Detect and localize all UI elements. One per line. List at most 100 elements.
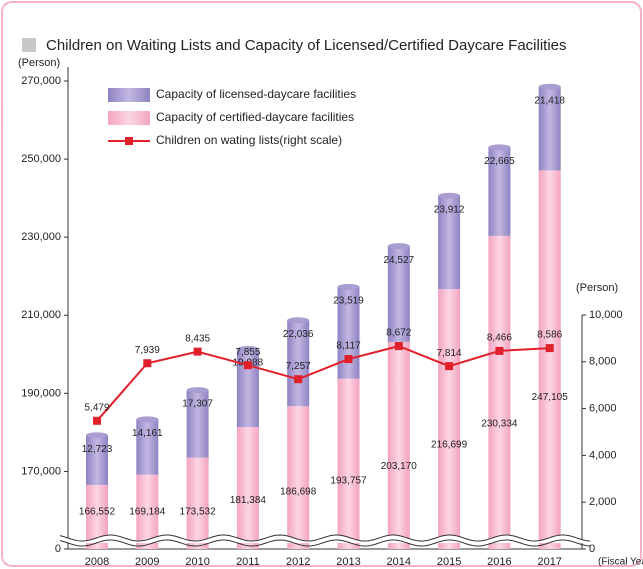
bar-value-label: 24,527 <box>384 255 415 266</box>
x-tick-label: 2010 <box>185 556 209 568</box>
y2-tick-label: 8,000 <box>589 356 617 368</box>
bar <box>287 406 310 549</box>
bar-value-label: 23,912 <box>434 204 465 215</box>
bar-value-label: 17,307 <box>182 399 213 410</box>
bar-cap <box>488 144 511 151</box>
bar-value-label: 21,418 <box>534 95 565 106</box>
bar-cap <box>387 243 410 250</box>
bar <box>488 235 511 549</box>
line-value-label: 7,939 <box>135 345 160 356</box>
bar-cap <box>538 83 561 90</box>
bar-value-label: 203,170 <box>381 461 418 472</box>
x-axis-label: (Fiscal Year) <box>598 557 643 568</box>
bar-value-label: 230,334 <box>481 418 518 429</box>
bar <box>387 341 410 549</box>
line-marker <box>93 416 101 425</box>
bar-cap <box>86 432 108 439</box>
y-tick-label: 230,000 <box>21 231 61 243</box>
y-tick-label: 170,000 <box>21 465 61 477</box>
bar <box>287 320 310 407</box>
bar-value-label: 166,552 <box>79 507 116 518</box>
y2-tick-label: 6,000 <box>589 403 617 415</box>
line-value-label: 7,855 <box>235 347 260 358</box>
y-tick-label: 0 <box>55 543 61 555</box>
line-value-label: 5,479 <box>84 402 109 413</box>
bar <box>538 86 561 171</box>
line-marker <box>243 361 252 370</box>
line-marker <box>545 344 554 353</box>
y-tick-label: 270,000 <box>21 75 61 87</box>
bar-value-label: 23,519 <box>333 295 364 306</box>
line-marker <box>344 355 353 364</box>
line-value-label: 8,435 <box>185 333 210 344</box>
legend-label: Capacity of certified-daycare facilities <box>156 110 354 124</box>
line-value-label: 8,466 <box>487 333 512 344</box>
bar <box>387 246 410 342</box>
bar <box>136 419 159 475</box>
y2-axis-label: (Person) <box>576 282 618 294</box>
bar <box>186 457 209 549</box>
y-tick-label: 210,000 <box>21 309 61 321</box>
y2-tick-label: 10,000 <box>589 309 623 321</box>
bar <box>438 195 461 290</box>
bar-value-label: 193,757 <box>330 476 367 487</box>
bar <box>136 474 159 549</box>
bar <box>186 390 209 458</box>
y-axis-label: (Person) <box>18 57 60 69</box>
line-marker <box>143 359 152 368</box>
bar-value-label: 22,665 <box>484 156 515 167</box>
bar-value-label: 186,698 <box>280 487 317 498</box>
y2-tick-label: 2,000 <box>589 496 617 508</box>
line-value-label: 8,586 <box>537 330 562 341</box>
bar-cap <box>136 416 159 423</box>
line-value-label: 7,814 <box>437 348 462 359</box>
line-value-label: 7,257 <box>286 361 311 372</box>
bar <box>337 286 360 379</box>
bar <box>538 170 561 549</box>
y-tick-label: 250,000 <box>21 153 61 165</box>
legend-label: Capacity of licensed-daycare facilities <box>156 87 356 101</box>
x-tick-label: 2011 <box>236 556 260 568</box>
y2-tick-label: 0 <box>589 543 595 555</box>
line-value-label: 8,672 <box>386 328 411 339</box>
y-tick-label: 190,000 <box>21 387 61 399</box>
line-marker <box>394 342 403 351</box>
line-marker <box>294 375 303 384</box>
bar <box>488 147 511 236</box>
line-value-label: 8,117 <box>336 341 361 352</box>
legend-swatch <box>125 137 133 145</box>
y2-tick-label: 4,000 <box>589 449 617 461</box>
bar-value-label: 22,036 <box>283 329 314 340</box>
x-tick-label: 2008 <box>85 556 109 568</box>
legend-swatch <box>108 111 150 125</box>
x-tick-label: 2016 <box>487 556 511 568</box>
bar-cap <box>287 317 310 324</box>
bar-value-label: 173,532 <box>180 507 217 518</box>
legend-label: Children on wating lists(right scale) <box>156 133 342 147</box>
bar <box>236 348 259 427</box>
bar-value-label: 216,699 <box>431 440 468 451</box>
axis-break-line <box>59 539 591 547</box>
x-tick-label: 2014 <box>387 556 411 568</box>
title-icon <box>22 38 36 52</box>
x-tick-label: 2012 <box>286 556 310 568</box>
line-marker <box>193 347 202 356</box>
bar <box>86 435 108 485</box>
bar-cap <box>438 192 461 199</box>
bar <box>438 289 461 549</box>
bar-cap <box>337 283 360 290</box>
x-tick-label: 2013 <box>336 556 360 568</box>
bar <box>337 378 360 549</box>
legend-swatch <box>108 88 150 102</box>
bar <box>86 484 108 549</box>
bar <box>236 426 259 549</box>
line-marker <box>445 362 454 371</box>
x-tick-label: 2009 <box>135 556 159 568</box>
bar-value-label: 169,184 <box>129 507 166 518</box>
line-marker <box>495 346 504 355</box>
line <box>96 345 550 422</box>
bar-value-label: 181,384 <box>230 495 267 506</box>
bar-value-label: 12,723 <box>82 444 113 455</box>
bar-cap <box>186 387 209 394</box>
